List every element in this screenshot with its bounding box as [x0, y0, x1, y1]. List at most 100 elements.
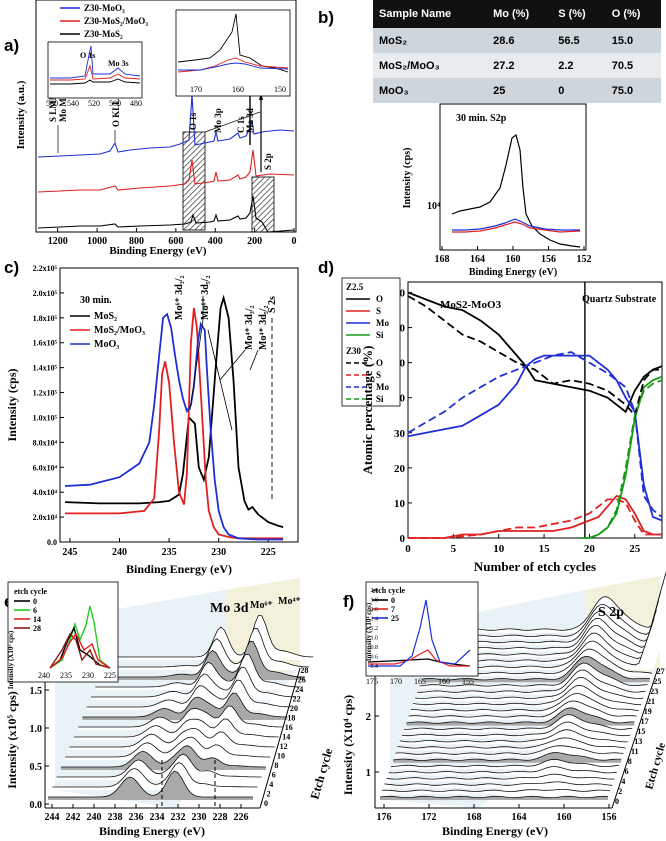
- x-tick-label: 540: [67, 99, 79, 108]
- label-c1s: C 1s: [236, 116, 246, 133]
- waterfall-trace: [388, 766, 617, 774]
- table-cell: MoS₂/MoO₃: [373, 53, 488, 78]
- table-cell: 27.2: [487, 53, 553, 78]
- panel-b-chart: 30 min. S2p 10⁴ 168 164 160 156 152 Binding …: [402, 103, 592, 278]
- legend-item: 25: [391, 614, 399, 623]
- waterfall-trace: [69, 727, 275, 748]
- x-tick-label: 240: [38, 671, 50, 680]
- panel-f-zaxis: [611, 667, 659, 809]
- waterfall-trace: [393, 752, 622, 761]
- y-tick-label: 2.0x10⁵: [33, 289, 58, 298]
- table-cell: 0: [552, 78, 606, 103]
- label-mo6-3d52: Mo⁶⁺ 3d₅/₂: [200, 275, 211, 320]
- x-tick-label: 150: [274, 85, 286, 94]
- y-tick-label: 1.0: [371, 636, 379, 642]
- waterfall-trace: [382, 789, 611, 792]
- table-cell: 25: [487, 78, 553, 103]
- waterfall-trace: [99, 640, 305, 678]
- y-tick-label: 0: [400, 533, 406, 545]
- y-tick-label: 1.2x10⁵: [33, 389, 58, 398]
- x-tick-label: 170: [190, 85, 202, 94]
- series-line-Z2.5-Mo: [407, 354, 663, 522]
- waterfall-trace: [52, 762, 258, 788]
- arrow-up-icon: [259, 93, 263, 100]
- waterfall-trace: [91, 666, 297, 698]
- x-tick-label: 242: [66, 812, 81, 823]
- table-cell: 2.2: [552, 53, 606, 78]
- waterfall-trace: [86, 679, 292, 708]
- x-tick-label: 165: [414, 677, 426, 686]
- cycle-tick-label: 2: [267, 790, 271, 799]
- inset1-trace-black: [50, 78, 141, 85]
- cycle-tick-label: 24: [295, 685, 303, 694]
- waterfall-trace: [78, 705, 284, 728]
- panel-f-xlabel: Binding Energy (eV): [442, 824, 548, 838]
- panel-letter-c: c): [4, 258, 20, 277]
- label-mo6-3d32: Mo⁶⁺ 3d₃/₂: [174, 275, 185, 320]
- x-tick-label: 520: [88, 99, 100, 108]
- x-tick-label: 164: [470, 254, 485, 265]
- f-inset-trace-blue: [368, 599, 471, 667]
- label-s2p: S 2p: [263, 153, 273, 170]
- inset1-x-ticks: 560 540 520 500 480: [46, 99, 142, 108]
- x-tick-label: 170: [390, 677, 402, 686]
- table-cell: 28.6: [487, 28, 553, 53]
- cycle-tick-label: 23: [650, 687, 658, 696]
- panel-letter-d: d): [318, 258, 335, 277]
- inset-trace-red: [49, 632, 111, 669]
- table-cell: 56.5: [552, 28, 606, 53]
- y-tick-label: 0.5: [30, 762, 43, 773]
- x-tick-label: 234: [150, 812, 165, 823]
- table-cell: 15.0: [605, 28, 661, 53]
- x-tick-label: 176: [377, 812, 392, 823]
- waterfall-trace: [395, 745, 624, 755]
- series-line-Z2.5-S: [408, 494, 662, 539]
- x-tick-label: 156: [541, 254, 556, 265]
- panel-c-title: 30 min.: [80, 295, 112, 306]
- panel-letter-a: a): [4, 36, 20, 55]
- legend-item: S: [376, 306, 381, 316]
- panel-e-zaxis: [259, 667, 301, 809]
- panel-a-frame: [35, 0, 297, 233]
- x-tick-label: 232: [171, 812, 186, 823]
- waterfall-fill: [388, 766, 617, 776]
- x-tick-label: 400: [208, 236, 223, 247]
- label-mo3p: Mo 3p: [213, 108, 223, 133]
- x-tick-label: 230: [82, 671, 94, 680]
- table-row: MoS₂ 28.6 56.5 15.0: [373, 28, 661, 53]
- inset1-label-mo3s: Mo 3s: [108, 59, 129, 68]
- inset-pointer-line: [204, 111, 261, 133]
- panel-c-chart: 245 240 235 230 225 0.0 2.0x10⁴ 4.0x10⁴ 6.0x10⁴ 8…: [5, 264, 299, 576]
- cycle-tick-label: 0: [615, 797, 619, 806]
- panel-e-stack: [48, 614, 314, 800]
- waterfall-trace: [415, 676, 644, 699]
- y-tick-label: 1.8: [371, 598, 379, 604]
- legend-item: S: [376, 370, 381, 380]
- panel-d-chart: 0510152025010203040506070 MoS2-MoO3 Quar…: [341, 277, 663, 574]
- waterfall-trace: [419, 662, 648, 687]
- legend-group-title: Z30: [346, 346, 362, 356]
- inset-trace-darkred: [49, 632, 111, 669]
- inset-trace-black: [49, 626, 111, 669]
- cycle-tick-label: 15: [637, 727, 645, 736]
- x-tick-label: 0: [405, 543, 411, 555]
- x-tick-label: 168: [435, 254, 450, 265]
- legend-moo3: MoO₃: [94, 339, 119, 350]
- waterfall-trace: [82, 692, 288, 718]
- panel-a-x-ticks: 1200 1000 800 600 400 200 0: [48, 228, 297, 247]
- panel-b-xlabel: Binding Energy (eV): [469, 267, 557, 278]
- waterfall-trace: [48, 770, 253, 798]
- x-tick-label: 160: [438, 677, 450, 686]
- panel-d-frame: [407, 281, 663, 539]
- legend-mos2: MoS₂: [94, 311, 117, 322]
- label-mo4-3d52: Mo⁴⁺ 3d₅/₂: [258, 305, 269, 350]
- waterfall-trace: [65, 736, 271, 758]
- label-mo4: Mo⁴⁺: [278, 596, 301, 607]
- cycle-tick-label: 21: [647, 697, 655, 706]
- pointer-line: [249, 349, 259, 371]
- cycle-tick-label: 0: [264, 799, 268, 808]
- x-tick-label: 230: [192, 812, 207, 823]
- waterfall-trace: [401, 721, 631, 737]
